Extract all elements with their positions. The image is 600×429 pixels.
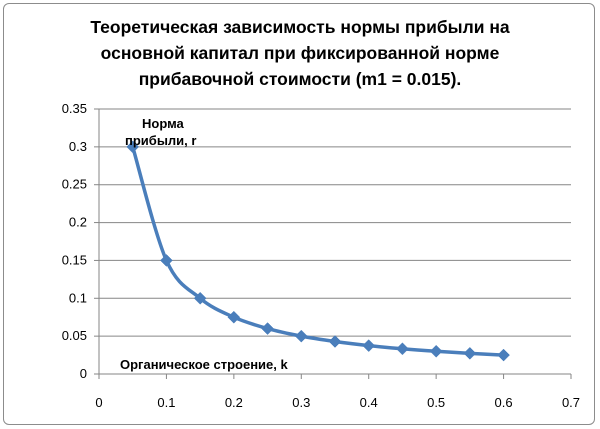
data-point-marker	[261, 322, 274, 335]
x-tick-label: 0.1	[157, 395, 175, 410]
data-point-marker	[463, 346, 477, 360]
y-tick-label: 0.25	[62, 177, 87, 192]
y-tick-label: 0.15	[62, 252, 87, 267]
data-point-marker	[429, 344, 443, 358]
x-axis-label: Органическое строение, k	[120, 357, 289, 372]
data-point-marker	[126, 140, 140, 154]
data-point-marker	[362, 339, 376, 352]
data-point-marker	[396, 342, 409, 356]
data-point-marker	[328, 335, 342, 348]
y-axis-label-line-2: прибыли, r	[125, 133, 196, 148]
data-point-marker	[227, 310, 241, 324]
series-line-0	[130, 145, 506, 357]
x-tick-label: 0.4	[360, 395, 378, 410]
data-point-marker	[160, 254, 173, 267]
data-point-marker	[294, 329, 308, 343]
x-tick-label: 0.2	[225, 395, 243, 410]
x-tick-label: 0.7	[562, 395, 580, 410]
x-tick-label: 0.5	[427, 395, 445, 410]
y-tick-label: 0.35	[62, 101, 87, 116]
chart-title-line-1: Теоретическая зависимость нормы прибыли …	[90, 17, 510, 37]
x-tick-labels: 0 0.1 0.2 0.3 0.4 0.5 0.6 0.7	[95, 395, 580, 410]
y-axis-label-line-1: Норма	[142, 116, 185, 131]
chart-title-line-3: прибавочной стоимости (m1 = 0.015).	[138, 69, 462, 89]
y-tick-label: 0.1	[69, 290, 87, 305]
data-point-marker	[193, 291, 207, 305]
x-tick-label: 0.3	[292, 395, 310, 410]
chart-title: Теоретическая зависимость нормы прибыли …	[60, 14, 540, 92]
y-tick-labels: 0 0.05 0.1 0.15 0.2 0.25 0.3 0.35	[62, 101, 87, 381]
data-point-marker	[497, 348, 510, 362]
annotations: Норма прибыли, r Органическое строение, …	[120, 116, 289, 372]
y-tick-label: 0.2	[69, 215, 87, 230]
x-tick-label: 0	[95, 395, 102, 410]
y-tick-label: 0.3	[69, 139, 87, 154]
y-tick-label: 0	[80, 366, 87, 381]
y-tick-label: 0.05	[62, 328, 87, 343]
series	[126, 140, 510, 362]
x-tick-label: 0.6	[495, 395, 513, 410]
axes	[94, 108, 572, 379]
chart-title-line-2: основной капитал при фиксированной норме	[100, 43, 500, 63]
